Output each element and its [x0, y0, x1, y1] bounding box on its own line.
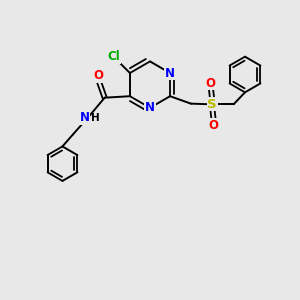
- Text: N: N: [145, 101, 155, 114]
- Text: Cl: Cl: [107, 50, 120, 63]
- Text: S: S: [208, 98, 217, 111]
- Text: O: O: [209, 119, 219, 132]
- Text: O: O: [93, 69, 103, 82]
- Text: N: N: [80, 111, 90, 124]
- Text: H: H: [92, 112, 100, 123]
- Text: O: O: [206, 76, 216, 90]
- Text: N: N: [165, 67, 175, 80]
